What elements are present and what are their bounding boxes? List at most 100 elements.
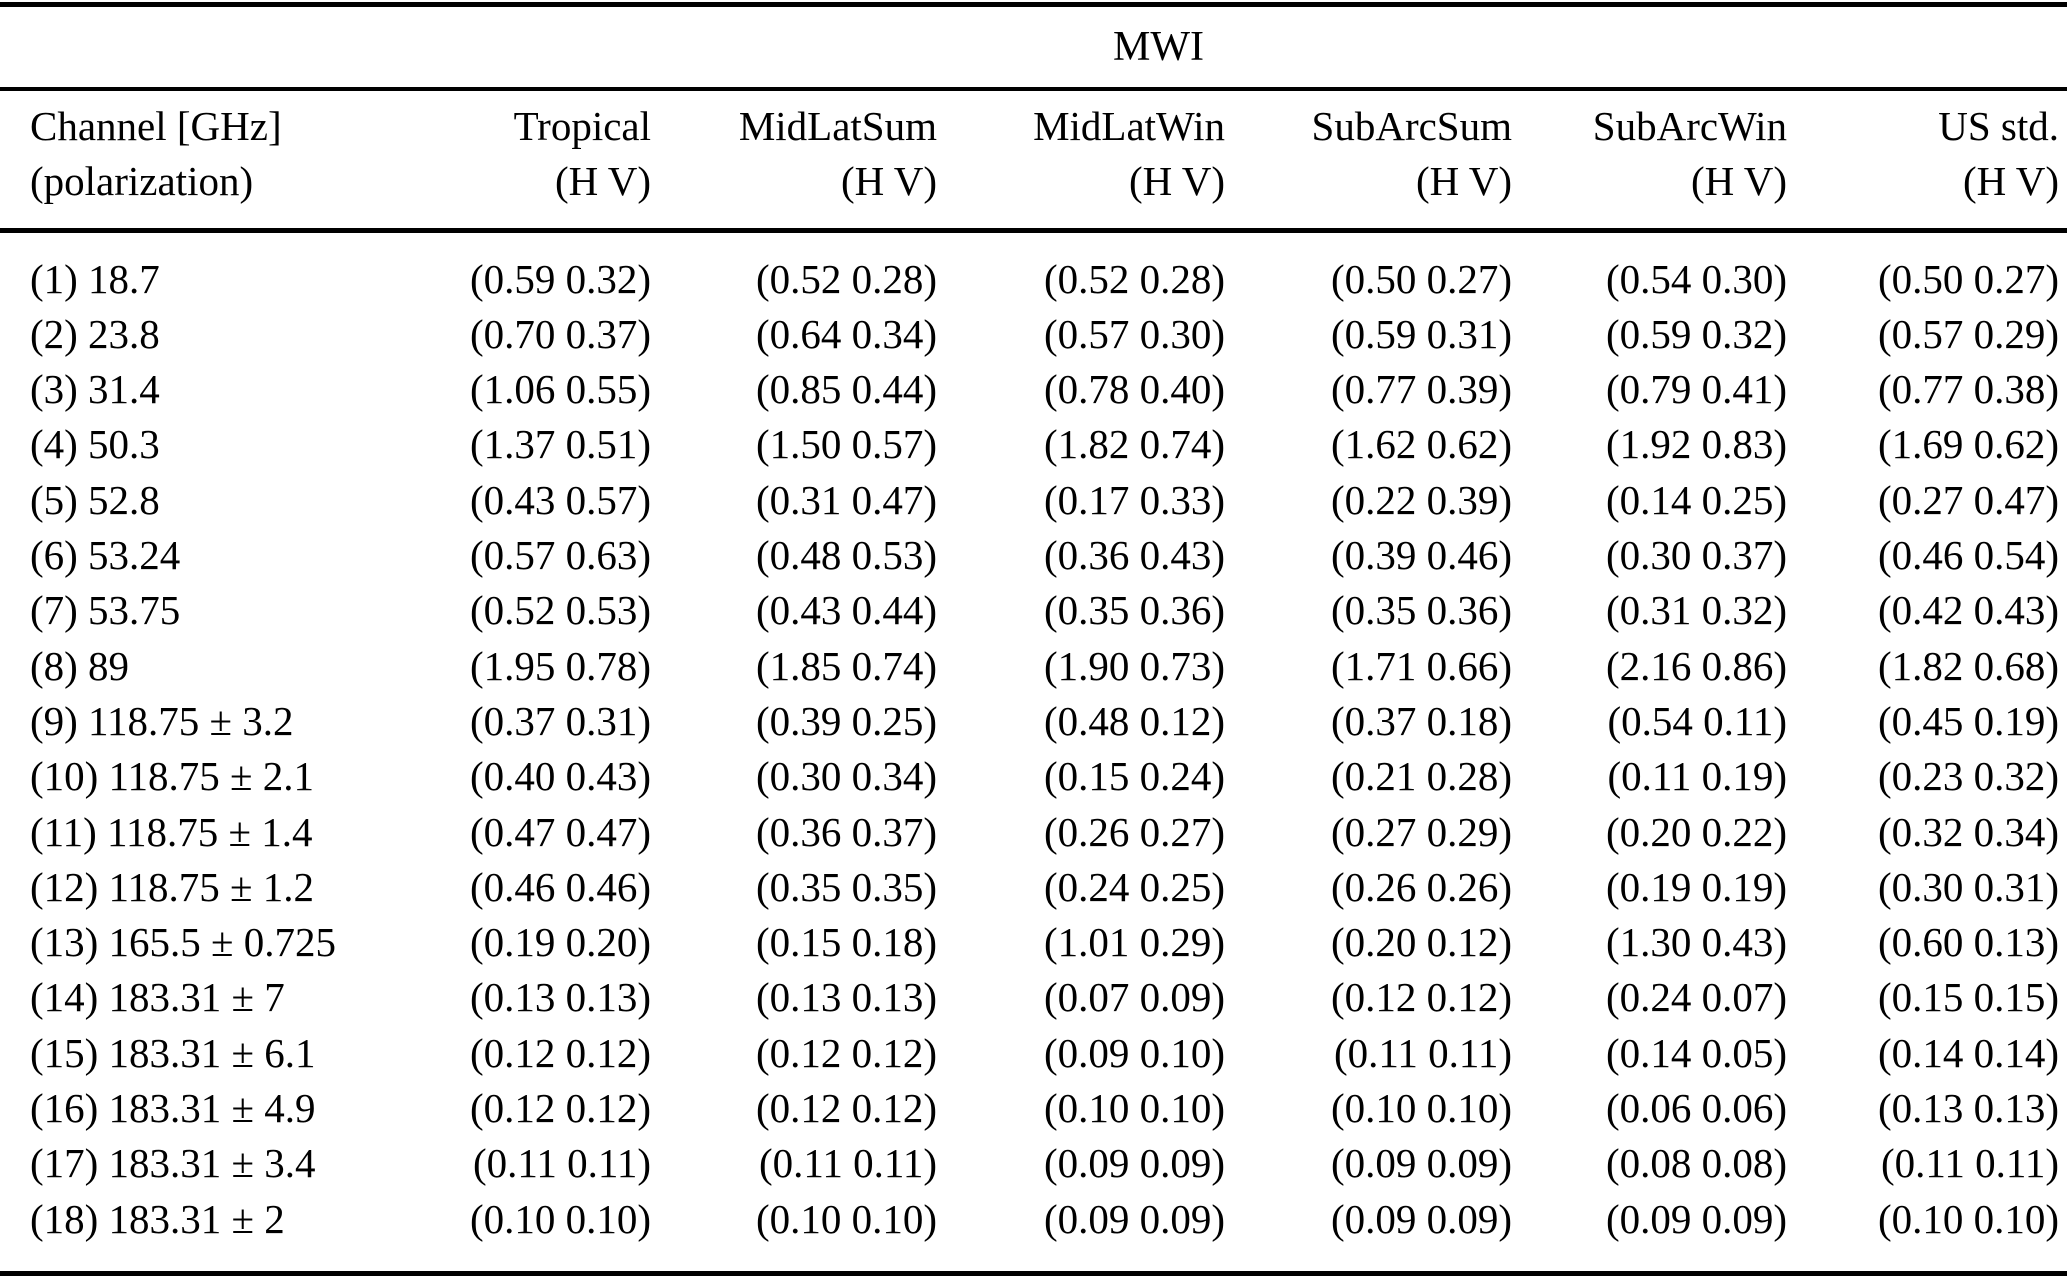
value-cell: (0.77 0.38) bbox=[1877, 366, 2059, 413]
value-cell: (0.59 0.32) bbox=[1605, 310, 1787, 357]
value-cell: (0.13 0.13) bbox=[755, 974, 937, 1021]
value-cell: (0.12 0.12) bbox=[755, 1085, 937, 1132]
subheader-hv: (H V) bbox=[1128, 158, 1225, 205]
value-cell: (0.26 0.26) bbox=[1330, 863, 1512, 910]
value-cell: (1.71 0.66) bbox=[1330, 642, 1512, 689]
value-cell: (0.11 0.11) bbox=[472, 1140, 651, 1187]
channel-cell: (13) 165.5 ± 0.725 bbox=[30, 919, 337, 966]
header-row-units: (polarization) (H V) (H V) (H V) (H V) (… bbox=[0, 154, 2067, 209]
value-cell: (0.12 0.12) bbox=[1330, 974, 1512, 1021]
subheader-hv: (H V) bbox=[840, 158, 937, 205]
value-cell: (0.48 0.12) bbox=[1043, 697, 1225, 744]
value-cell: (1.85 0.74) bbox=[755, 642, 937, 689]
value-cell: (0.09 0.10) bbox=[1043, 1029, 1225, 1076]
table-row: (6) 53.24 (0.57 0.63) (0.48 0.53) (0.36 0.4… bbox=[0, 528, 2067, 583]
subheader-hv: (H V) bbox=[1415, 158, 1512, 205]
value-cell: (0.14 0.05) bbox=[1605, 1029, 1787, 1076]
value-cell: (0.11 0.11) bbox=[1880, 1140, 2059, 1187]
table-title: MWI bbox=[1113, 24, 1204, 70]
table-row: (8) 89 (1.95 0.78) (1.85 0.74) (1.90 0.73) (… bbox=[0, 639, 2067, 694]
value-cell: (0.08 0.08) bbox=[1605, 1140, 1787, 1187]
value-cell: (0.35 0.36) bbox=[1043, 587, 1225, 634]
value-cell: (0.24 0.25) bbox=[1043, 863, 1225, 910]
value-cell: (0.36 0.37) bbox=[755, 808, 937, 855]
value-cell: (0.47 0.47) bbox=[469, 808, 651, 855]
table-row: (17) 183.31 ± 3.4 (0.11 0.11) (0.11 0.11) (… bbox=[0, 1136, 2067, 1191]
channel-cell: (14) 183.31 ± 7 bbox=[30, 974, 285, 1021]
value-cell: (0.52 0.53) bbox=[469, 587, 651, 634]
value-cell: (0.31 0.32) bbox=[1605, 587, 1787, 634]
header-usstd: US std. bbox=[1938, 103, 2059, 149]
value-cell: (0.50 0.27) bbox=[1330, 255, 1512, 302]
channel-cell: (12) 118.75 ± 1.2 bbox=[30, 863, 315, 910]
table-row: (14) 183.31 ± 7 (0.13 0.13) (0.13 0.13) (0.… bbox=[0, 970, 2067, 1025]
value-cell: (0.52 0.28) bbox=[755, 255, 937, 302]
bottom-spacer bbox=[0, 1247, 2067, 1271]
horizontal-rule-bottom bbox=[0, 1270, 2067, 1276]
value-cell: (0.12 0.12) bbox=[469, 1085, 651, 1132]
value-cell: (1.82 0.68) bbox=[1877, 642, 2059, 689]
value-cell: (0.85 0.44) bbox=[755, 366, 937, 413]
value-cell: (0.43 0.57) bbox=[469, 476, 651, 523]
table-row: (5) 52.8 (0.43 0.57) (0.31 0.47) (0.17 0.33… bbox=[0, 473, 2067, 528]
channel-cell: (5) 52.8 bbox=[30, 476, 160, 523]
value-cell: (0.13 0.13) bbox=[469, 974, 651, 1021]
value-cell: (0.60 0.13) bbox=[1877, 919, 2059, 966]
value-cell: (0.10 0.10) bbox=[755, 1195, 937, 1242]
value-cell: (0.64 0.34) bbox=[755, 310, 937, 357]
value-cell: (0.27 0.47) bbox=[1877, 476, 2059, 523]
value-cell: (0.11 0.11) bbox=[758, 1140, 937, 1187]
value-cell: (0.22 0.39) bbox=[1330, 476, 1512, 523]
value-cell: (0.35 0.36) bbox=[1330, 587, 1512, 634]
header-tropical: Tropical bbox=[513, 103, 651, 149]
value-cell: (0.14 0.25) bbox=[1605, 476, 1787, 523]
value-cell: (1.95 0.78) bbox=[469, 642, 651, 689]
value-cell: (0.23 0.32) bbox=[1877, 753, 2059, 800]
value-cell: (0.09 0.09) bbox=[1330, 1195, 1512, 1242]
value-cell: (0.15 0.24) bbox=[1043, 753, 1225, 800]
channel-cell: (3) 31.4 bbox=[30, 366, 160, 413]
value-cell: (0.12 0.12) bbox=[755, 1029, 937, 1076]
value-cell: (0.09 0.09) bbox=[1605, 1195, 1787, 1242]
value-cell: (0.24 0.07) bbox=[1605, 974, 1787, 1021]
header-subarcsum: SubArcSum bbox=[1311, 103, 1512, 149]
table-row: (4) 50.3 (1.37 0.51) (1.50 0.57) (1.82 0.74… bbox=[0, 417, 2067, 472]
channel-cell: (17) 183.31 ± 3.4 bbox=[30, 1140, 316, 1187]
value-cell: (0.19 0.19) bbox=[1605, 863, 1787, 910]
value-cell: (0.46 0.54) bbox=[1877, 532, 2059, 579]
value-cell: (0.07 0.09) bbox=[1043, 974, 1225, 1021]
value-cell: (0.30 0.34) bbox=[755, 753, 937, 800]
header-channel: Channel [GHz] bbox=[30, 103, 282, 149]
value-cell: (0.13 0.13) bbox=[1877, 1085, 2059, 1132]
value-cell: (0.45 0.19) bbox=[1877, 697, 2059, 744]
value-cell: (0.17 0.33) bbox=[1043, 476, 1225, 523]
value-cell: (1.90 0.73) bbox=[1043, 642, 1225, 689]
value-cell: (0.06 0.06) bbox=[1605, 1085, 1787, 1132]
value-cell: (1.30 0.43) bbox=[1605, 919, 1787, 966]
subheader-hv: (H V) bbox=[554, 158, 651, 205]
channel-cell: (6) 53.24 bbox=[30, 532, 181, 579]
value-cell: (1.69 0.62) bbox=[1877, 421, 2059, 468]
value-cell: (0.79 0.41) bbox=[1605, 366, 1787, 413]
header-midlatsum: MidLatSum bbox=[738, 103, 937, 149]
value-cell: (0.32 0.34) bbox=[1877, 808, 2059, 855]
value-cell: (0.12 0.12) bbox=[469, 1029, 651, 1076]
value-cell: (1.92 0.83) bbox=[1605, 421, 1787, 468]
value-cell: (0.59 0.31) bbox=[1330, 310, 1512, 357]
table-row: (10) 118.75 ± 2.1 (0.40 0.43) (0.30 0.34) (… bbox=[0, 749, 2067, 804]
value-cell: (0.20 0.12) bbox=[1330, 919, 1512, 966]
channel-cell: (18) 183.31 ± 2 bbox=[30, 1195, 285, 1242]
value-cell: (1.62 0.62) bbox=[1330, 421, 1512, 468]
value-cell: (0.37 0.18) bbox=[1330, 697, 1512, 744]
value-cell: (2.16 0.86) bbox=[1605, 642, 1787, 689]
channel-cell: (15) 183.31 ± 6.1 bbox=[30, 1029, 316, 1076]
value-cell: (1.82 0.74) bbox=[1043, 421, 1225, 468]
value-cell: (0.15 0.18) bbox=[755, 919, 937, 966]
channel-cell: (7) 53.75 bbox=[30, 587, 181, 634]
value-cell: (0.36 0.43) bbox=[1043, 532, 1225, 579]
value-cell: (0.54 0.30) bbox=[1605, 255, 1787, 302]
value-cell: (0.43 0.44) bbox=[755, 587, 937, 634]
table-row: (16) 183.31 ± 4.9 (0.12 0.12) (0.12 0.12) (… bbox=[0, 1081, 2067, 1136]
table-row: (11) 118.75 ± 1.4 (0.47 0.47) (0.36 0.37) (… bbox=[0, 805, 2067, 860]
table-row: (13) 165.5 ± 0.725 (0.19 0.20) (0.15 0.18)… bbox=[0, 915, 2067, 970]
